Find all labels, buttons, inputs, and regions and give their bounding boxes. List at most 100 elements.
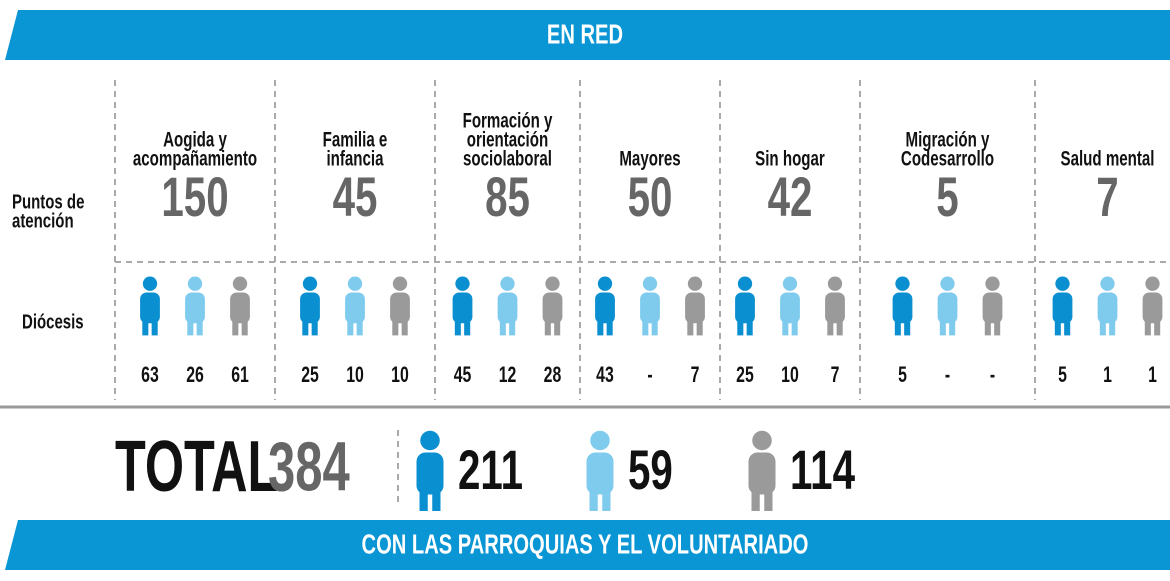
person-leg xyxy=(432,487,441,511)
person-body xyxy=(982,292,1003,324)
person-leg xyxy=(949,317,956,336)
person-leg xyxy=(196,317,203,336)
diocesis-count: 7 xyxy=(691,363,700,387)
person-body xyxy=(542,292,563,324)
person-leg xyxy=(602,487,611,511)
person-leg xyxy=(1064,317,1071,336)
person-leg xyxy=(597,317,604,336)
row-label: atención xyxy=(12,209,74,232)
person-head xyxy=(1055,276,1070,291)
person-body xyxy=(595,292,615,324)
total-count: 114 xyxy=(790,439,855,501)
person-body xyxy=(390,292,410,324)
person-leg xyxy=(454,317,461,336)
person-leg xyxy=(311,317,318,336)
diocesis-count: 10 xyxy=(781,363,799,387)
person-head xyxy=(142,276,158,291)
person-leg xyxy=(499,317,506,336)
person-body xyxy=(685,292,705,324)
puntos-value: 42 xyxy=(768,166,813,228)
person-leg xyxy=(401,317,408,336)
person-head xyxy=(1100,276,1115,291)
diocesis-count: 28 xyxy=(544,363,562,387)
person-head xyxy=(302,276,318,291)
person-body xyxy=(892,292,913,324)
person-leg xyxy=(836,317,843,336)
person-head xyxy=(642,276,658,291)
footer-banner xyxy=(5,520,1170,570)
person-leg xyxy=(544,317,551,336)
person-head xyxy=(455,276,470,291)
person-body xyxy=(300,292,320,324)
person-leg xyxy=(782,317,789,336)
person-head xyxy=(392,276,408,291)
person-leg xyxy=(642,317,649,336)
person-head xyxy=(687,276,703,291)
person-leg xyxy=(606,317,613,336)
person-leg xyxy=(187,317,194,336)
person-head xyxy=(895,276,910,291)
person-leg xyxy=(347,317,354,336)
person-leg xyxy=(356,317,363,336)
diocesis-count: 10 xyxy=(346,363,364,387)
diocesis-count: - xyxy=(945,363,950,387)
column-label: sociolaboral xyxy=(463,146,552,170)
column-label: Sin hogar xyxy=(755,146,825,170)
person-head xyxy=(782,276,798,291)
diocesis-count: - xyxy=(647,363,652,387)
person-leg xyxy=(894,317,901,336)
person-head xyxy=(500,276,515,291)
person-leg xyxy=(984,317,991,336)
person-leg xyxy=(791,317,798,336)
person-body xyxy=(1052,292,1073,324)
person-leg xyxy=(687,317,694,336)
footer-title: CON LAS PARROQUIAS Y EL VOLUNTARIADO xyxy=(362,529,809,560)
person-head xyxy=(827,276,843,291)
puntos-value: 50 xyxy=(628,166,673,228)
person-body xyxy=(140,292,160,324)
person-leg xyxy=(994,317,1001,336)
person-leg xyxy=(746,317,753,336)
puntos-value: 45 xyxy=(333,166,378,228)
column-label: Migración y xyxy=(906,127,991,151)
person-leg xyxy=(142,317,149,336)
person-body xyxy=(1097,292,1118,324)
person-leg xyxy=(589,487,598,511)
diocesis-count: 1 xyxy=(1103,363,1112,387)
person-head xyxy=(420,430,440,451)
person-leg xyxy=(827,317,834,336)
person-body xyxy=(230,292,250,324)
column-label: infancia xyxy=(326,146,384,170)
diocesis-count: 5 xyxy=(898,363,907,387)
diocesis-count: 25 xyxy=(736,363,754,387)
person-leg xyxy=(939,317,946,336)
person-leg xyxy=(651,317,658,336)
column-label: orientación xyxy=(467,127,548,151)
diocesis-count: 63 xyxy=(141,363,159,387)
person-leg xyxy=(151,317,158,336)
diocesis-count: 5 xyxy=(1058,363,1067,387)
person-leg xyxy=(1154,317,1161,336)
person-leg xyxy=(302,317,309,336)
column-label: Familia e xyxy=(323,127,388,151)
person-head xyxy=(737,276,753,291)
puntos-value: 150 xyxy=(161,166,228,228)
person-head xyxy=(752,430,772,451)
person-leg xyxy=(464,317,471,336)
person-head xyxy=(232,276,248,291)
column-label: Formación y xyxy=(463,108,554,132)
person-body xyxy=(416,452,444,495)
total-count: 59 xyxy=(628,439,673,501)
person-head xyxy=(545,276,560,291)
person-leg xyxy=(1054,317,1061,336)
header-banner xyxy=(5,10,1170,60)
person-head xyxy=(187,276,203,291)
person-head xyxy=(590,430,610,451)
diocesis-count: 25 xyxy=(301,363,319,387)
puntos-value: 7 xyxy=(1096,166,1118,228)
person-body xyxy=(735,292,755,324)
person-leg xyxy=(554,317,561,336)
column-label: Codesarrollo xyxy=(901,146,994,170)
person-leg xyxy=(751,487,760,511)
